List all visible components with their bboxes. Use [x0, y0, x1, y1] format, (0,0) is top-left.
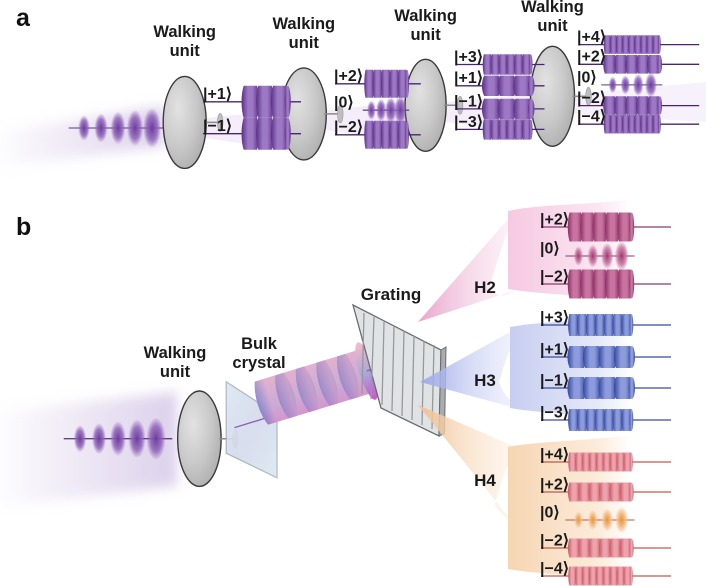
svg-text:|0⟩: |0⟩ — [540, 240, 560, 257]
svg-text:Walking: Walking — [153, 23, 216, 41]
svg-text:|−2⟩: |−2⟩ — [540, 268, 569, 285]
svg-text:|+4⟩: |+4⟩ — [577, 29, 606, 46]
svg-text:|+1⟩: |+1⟩ — [203, 86, 232, 103]
svg-text:|0⟩: |0⟩ — [577, 69, 597, 86]
svg-text:unit: unit — [170, 42, 201, 60]
svg-text:Grating: Grating — [361, 285, 421, 304]
svg-text:|+2⟩: |+2⟩ — [334, 68, 363, 85]
svg-text:crystal: crystal — [232, 354, 285, 372]
svg-text:H2: H2 — [474, 278, 496, 297]
svg-text:unit: unit — [160, 363, 191, 381]
svg-text:H4: H4 — [474, 471, 496, 490]
svg-text:|−4⟩: |−4⟩ — [577, 109, 606, 126]
svg-text:|−1⟩: |−1⟩ — [540, 372, 569, 389]
svg-text:|0⟩: |0⟩ — [334, 95, 354, 112]
svg-text:|+4⟩: |+4⟩ — [540, 446, 569, 463]
svg-text:Walking: Walking — [272, 15, 335, 33]
svg-text:|+1⟩: |+1⟩ — [540, 341, 569, 358]
svg-text:|−2⟩: |−2⟩ — [540, 532, 569, 549]
svg-text:|−4⟩: |−4⟩ — [540, 560, 569, 577]
svg-text:|+2⟩: |+2⟩ — [577, 49, 606, 66]
svg-text:Walking: Walking — [394, 7, 457, 25]
svg-text:unit: unit — [537, 17, 568, 35]
svg-text:|−3⟩: |−3⟩ — [454, 114, 483, 131]
svg-text:unit: unit — [289, 34, 320, 52]
svg-text:|0⟩: |0⟩ — [540, 504, 560, 521]
svg-text:|+2⟩: |+2⟩ — [540, 476, 569, 493]
svg-text:|−2⟩: |−2⟩ — [334, 119, 363, 136]
svg-text:Walking: Walking — [144, 344, 207, 362]
svg-text:Bulk: Bulk — [241, 335, 278, 353]
svg-text:|+3⟩: |+3⟩ — [540, 309, 569, 326]
svg-text:|−3⟩: |−3⟩ — [540, 404, 569, 421]
svg-text:unit: unit — [410, 26, 441, 44]
svg-text:|−1⟩: |−1⟩ — [454, 93, 483, 110]
svg-text:|−2⟩: |−2⟩ — [577, 90, 606, 107]
svg-text:|+2⟩: |+2⟩ — [540, 211, 569, 228]
svg-text:|−1⟩: |−1⟩ — [203, 118, 232, 135]
svg-text:|+1⟩: |+1⟩ — [454, 70, 483, 87]
svg-text:Walking: Walking — [521, 0, 584, 16]
svg-text:H3: H3 — [474, 371, 496, 390]
svg-text:|+3⟩: |+3⟩ — [454, 49, 483, 66]
